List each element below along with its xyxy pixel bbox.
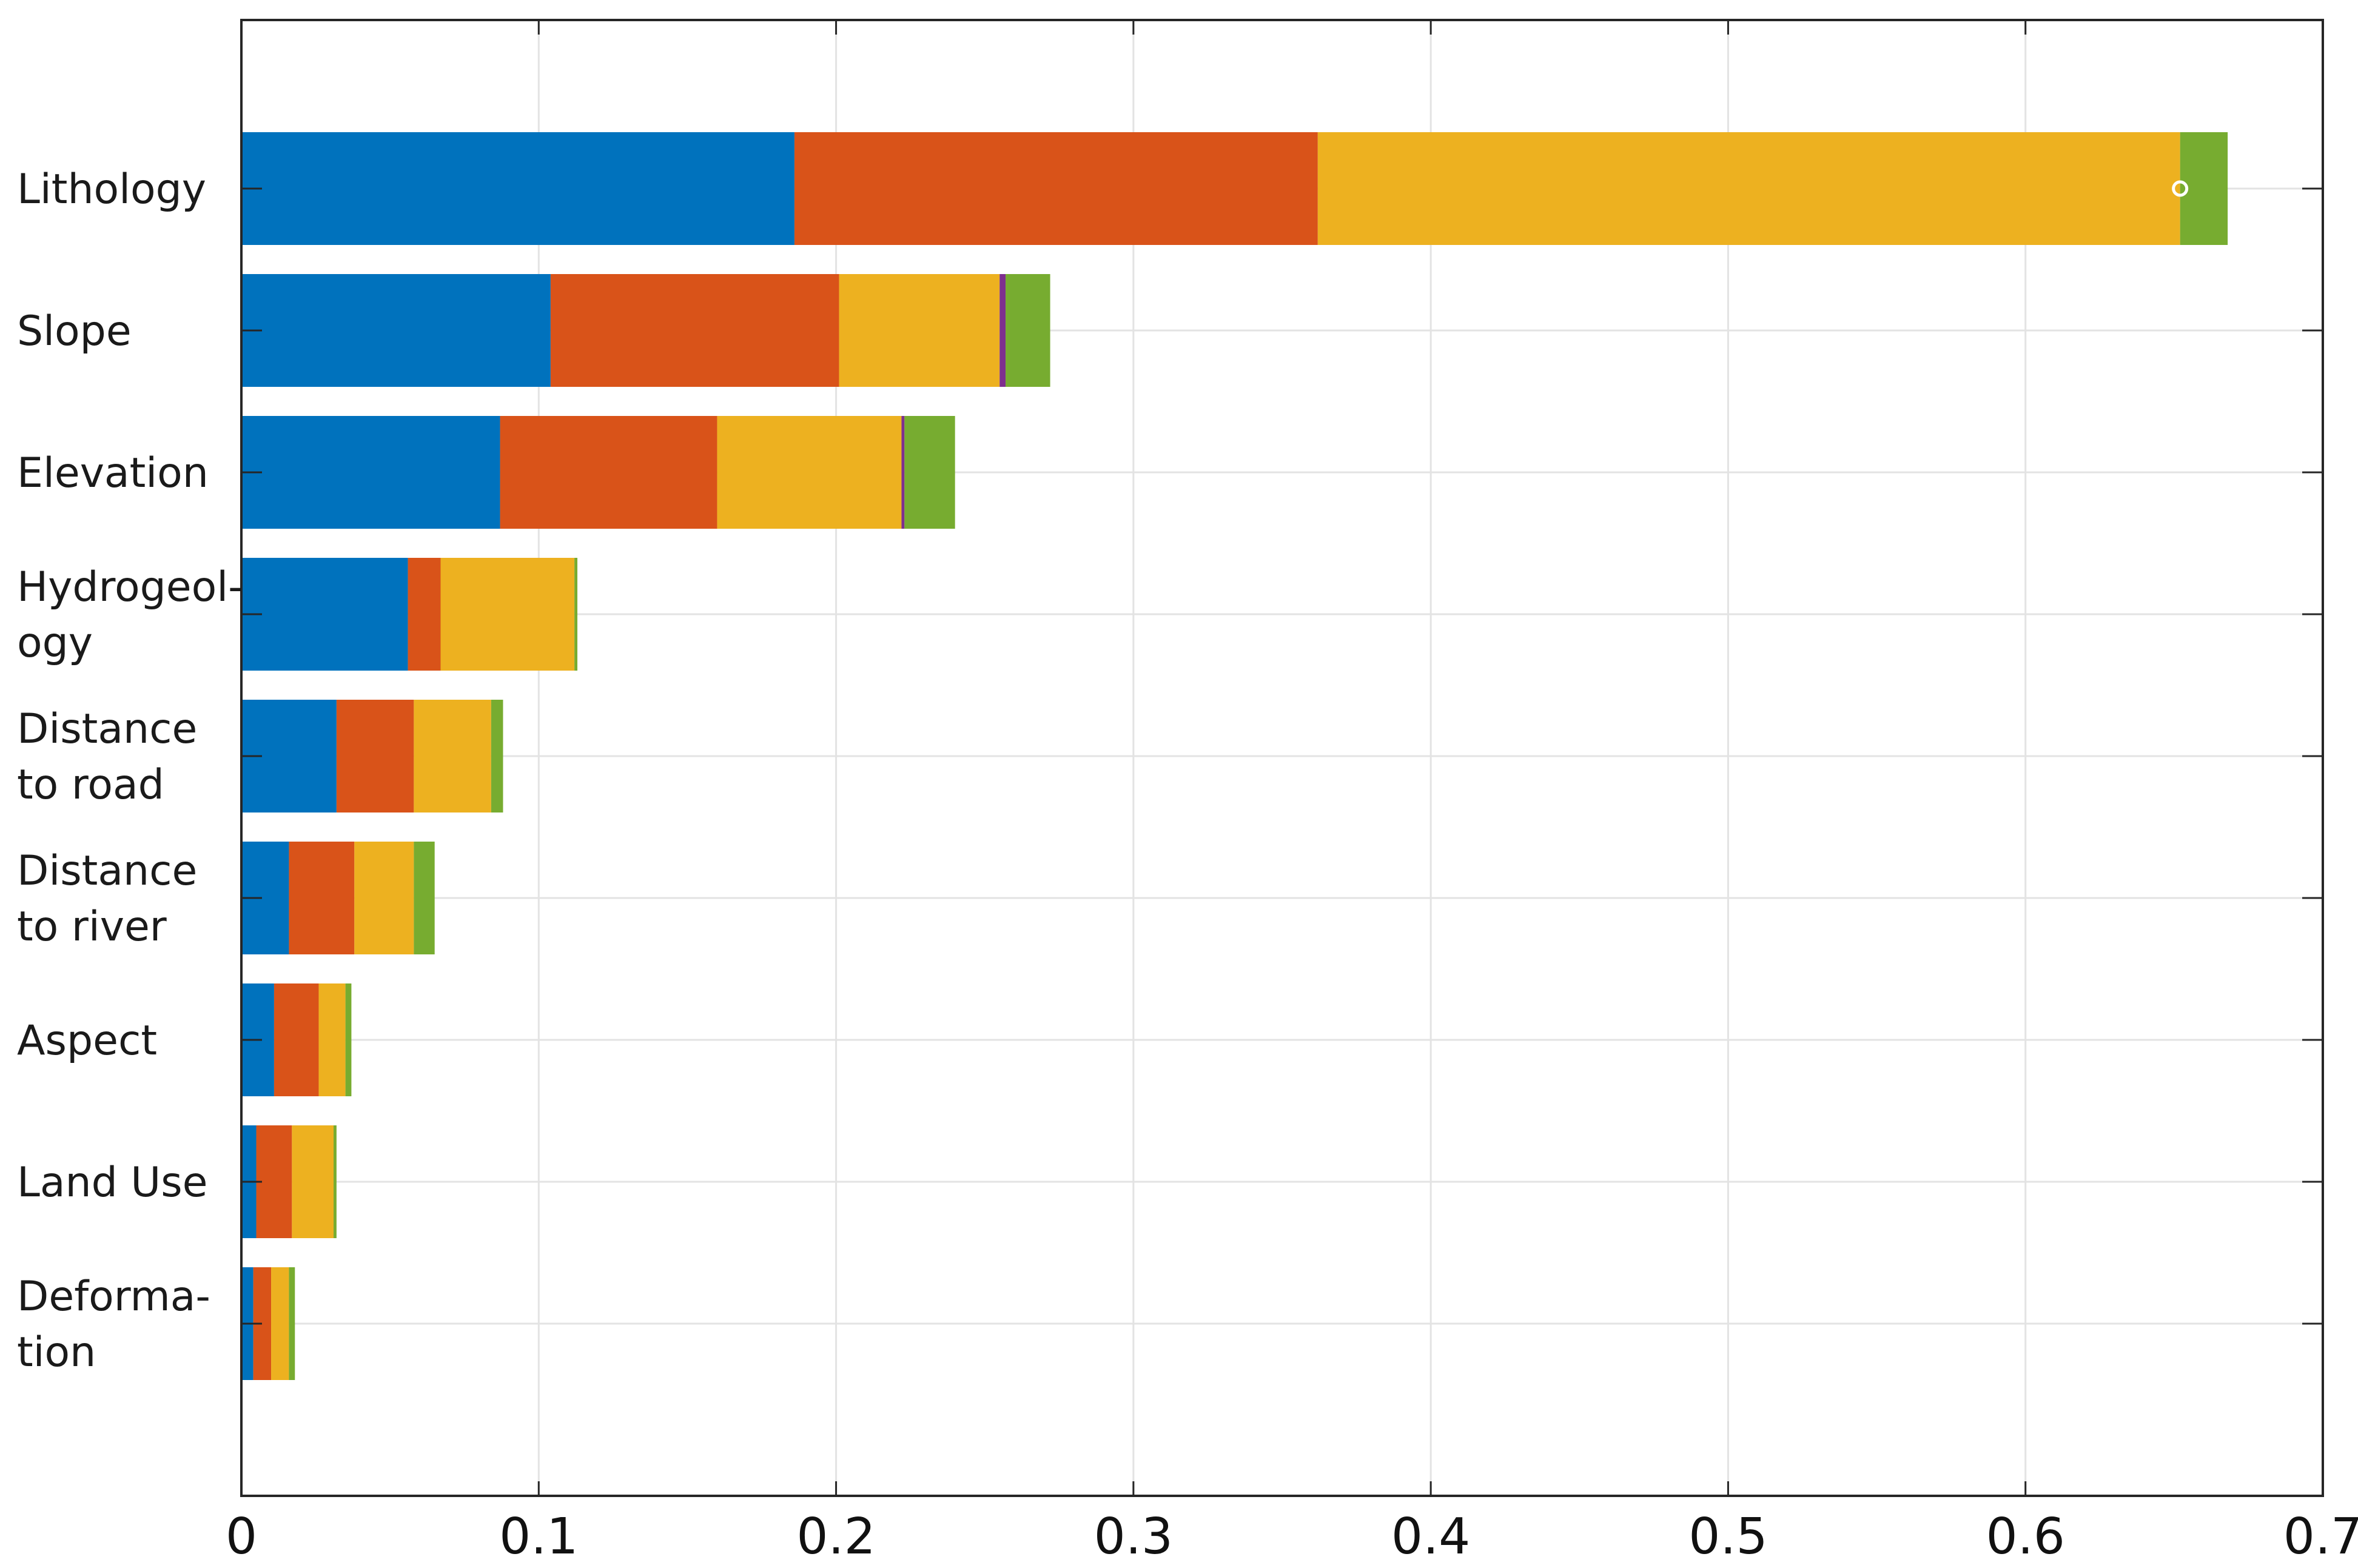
category-label: Elevation [17, 449, 209, 497]
bar-segment-series-2 [289, 842, 355, 954]
bar-segment-series-5 [574, 558, 578, 671]
bar-segments [241, 132, 2228, 1380]
x-tick-label: 0.3 [1094, 1508, 1173, 1566]
bar-segment-series-1 [241, 274, 551, 387]
bar-segment-series-5 [414, 842, 435, 954]
category-label: Distance [17, 847, 197, 895]
category-label: to river [17, 903, 167, 951]
bar-segment-series-3 [717, 416, 902, 529]
x-tick-label: 0.5 [1688, 1508, 1767, 1566]
category-label: Hydrogeol- [17, 563, 243, 611]
bar-segment-series-3 [1317, 132, 2180, 245]
bar-segment-series-2 [500, 416, 717, 529]
bar-segment-series-4 [999, 274, 1006, 387]
plot-area-frame [240, 19, 2324, 1497]
bar-segment-series-5 [1006, 274, 1050, 387]
bar-segment-series-1 [241, 416, 500, 529]
bar-segment-series-1 [241, 558, 408, 671]
x-tick-label: 0.2 [796, 1508, 875, 1566]
bar-segment-series-3 [839, 274, 1000, 387]
category-label: Distance [17, 705, 197, 753]
x-tick-label: 0 [226, 1508, 257, 1566]
bar-segment-series-4 [901, 416, 905, 529]
bar-segment-series-2 [408, 558, 441, 671]
category-label: Aspect [17, 1017, 157, 1065]
bar-segment-series-5 [904, 416, 955, 529]
axis-ticks [240, 20, 2324, 1496]
data-cursor-marker [2172, 180, 2189, 197]
category-label: ogy [17, 619, 93, 667]
bar-segment-series-2 [274, 983, 319, 1096]
bar-segment-series-3 [440, 558, 575, 671]
bar-segment-series-3 [271, 1267, 289, 1380]
category-label: Deforma- [17, 1273, 210, 1321]
bar-segment-series-5 [345, 983, 352, 1096]
x-tick-label: 0.1 [499, 1508, 578, 1566]
category-label: Lithology [17, 166, 206, 213]
bar-segment-series-1 [241, 132, 794, 245]
bar-segment-series-3 [354, 842, 414, 954]
category-label: Land Use [17, 1159, 207, 1207]
x-tick-label: 0.7 [2283, 1508, 2358, 1566]
category-label: Slope [17, 307, 132, 355]
category-labels: Lithology Slope Elevation Hydrogeol-ogy Dist… [17, 166, 243, 1376]
x-tick-label: 0.6 [1986, 1508, 2065, 1566]
bar-segment-series-3 [292, 1125, 334, 1238]
category-label: to road [17, 761, 164, 809]
x-tick-label: 0.4 [1391, 1508, 1470, 1566]
bar-segment-series-3 [414, 700, 491, 812]
x-tick-labels: 0 0.1 0.2 0.3 0.4 0.5 0.6 0.7 [226, 1508, 2358, 1566]
bar-segment-series-3 [318, 983, 346, 1096]
bar-segment-series-5 [289, 1267, 295, 1380]
bar-segment-series-2 [794, 132, 1318, 245]
bar-segment-series-2 [550, 274, 839, 387]
bar-segment-series-2 [256, 1125, 292, 1238]
bar-segment-series-5 [333, 1125, 337, 1238]
bar-segment-series-5 [491, 700, 503, 812]
bar-segment-series-2 [336, 700, 414, 812]
category-label: tion [17, 1328, 96, 1376]
